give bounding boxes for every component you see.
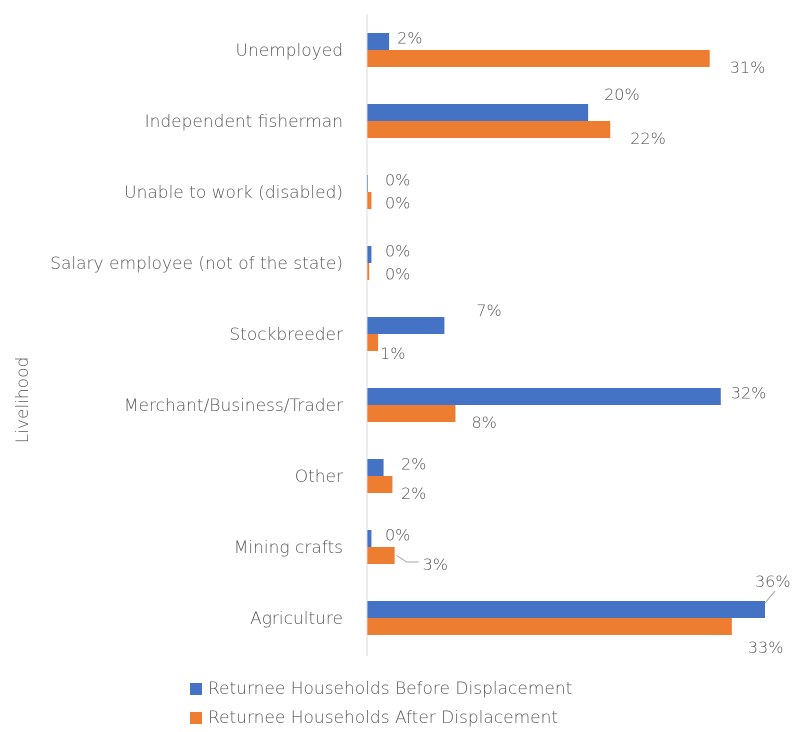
category-label: Mining crafts (234, 538, 343, 558)
bar-before (367, 601, 765, 618)
legend-label-after: Returnee Households After Displacement (208, 707, 559, 728)
bar-before (367, 246, 372, 263)
data-label: 20% (604, 85, 640, 104)
category-label: Stockbreeder (229, 325, 343, 345)
bar-before (367, 459, 384, 476)
bar-after (367, 263, 370, 280)
data-label: 2% (401, 455, 426, 474)
legend-swatch-before (190, 682, 202, 695)
category-label: Merchant/Business/Trader (124, 396, 343, 416)
data-label: 0% (385, 171, 410, 190)
data-label: 0% (385, 194, 410, 213)
bar-after (367, 618, 732, 635)
data-label: 32% (731, 384, 767, 403)
data-label: 2% (397, 29, 422, 48)
category-label: Other (295, 467, 343, 487)
data-label: 0% (385, 242, 410, 261)
bar-before (367, 388, 721, 405)
legend-swatch-after (190, 711, 202, 724)
bar-after (367, 192, 372, 209)
leader-line (764, 590, 776, 604)
category-label: Unable to work (disabled) (124, 183, 343, 203)
data-label: 22% (630, 129, 666, 148)
bar-before (367, 33, 390, 50)
y-axis-label: Livelihood (13, 357, 33, 444)
category-label: Independent fisherman (145, 112, 343, 132)
legend-label-before: Returnee Households Before Displacement (208, 678, 573, 699)
legend-item-before: Returnee Households Before Displacement (190, 674, 572, 703)
category-labels: Unemployed Independent fisherman Unable to… (50, 41, 343, 629)
data-label: 1% (380, 344, 405, 363)
category-label: Unemployed (236, 41, 343, 61)
bar-before (367, 317, 445, 334)
data-label: 31% (730, 58, 766, 77)
legend: Returnee Households Before Displacement … (190, 674, 572, 732)
data-label: 0% (385, 526, 410, 545)
data-label: 8% (471, 413, 496, 432)
category-label: Agriculture (250, 609, 343, 629)
bar-after (367, 121, 611, 138)
bar-before (367, 530, 372, 547)
bar-before (367, 104, 589, 121)
data-label: 36% (755, 572, 791, 591)
data-label: 2% (401, 484, 426, 503)
data-label: 7% (476, 301, 501, 320)
bar-after (367, 547, 395, 564)
data-label: 33% (748, 638, 784, 657)
data-label: 3% (423, 555, 448, 574)
bar-after (367, 405, 456, 422)
bar-after (367, 50, 710, 67)
legend-item-after: Returnee Households After Displacement (190, 703, 572, 732)
data-labels: 2% 31% 20% 22% 0% 0% 0% 0% 7% 1% 32% 8% 2% 2% 0% 3% 36% 3… (380, 29, 791, 658)
data-label: 0% (385, 265, 410, 284)
bar-after (367, 334, 379, 351)
leader-line (396, 555, 419, 563)
bars (367, 33, 765, 635)
category-label: Salary employee (not of the state) (50, 254, 343, 274)
bar-after (367, 476, 393, 493)
